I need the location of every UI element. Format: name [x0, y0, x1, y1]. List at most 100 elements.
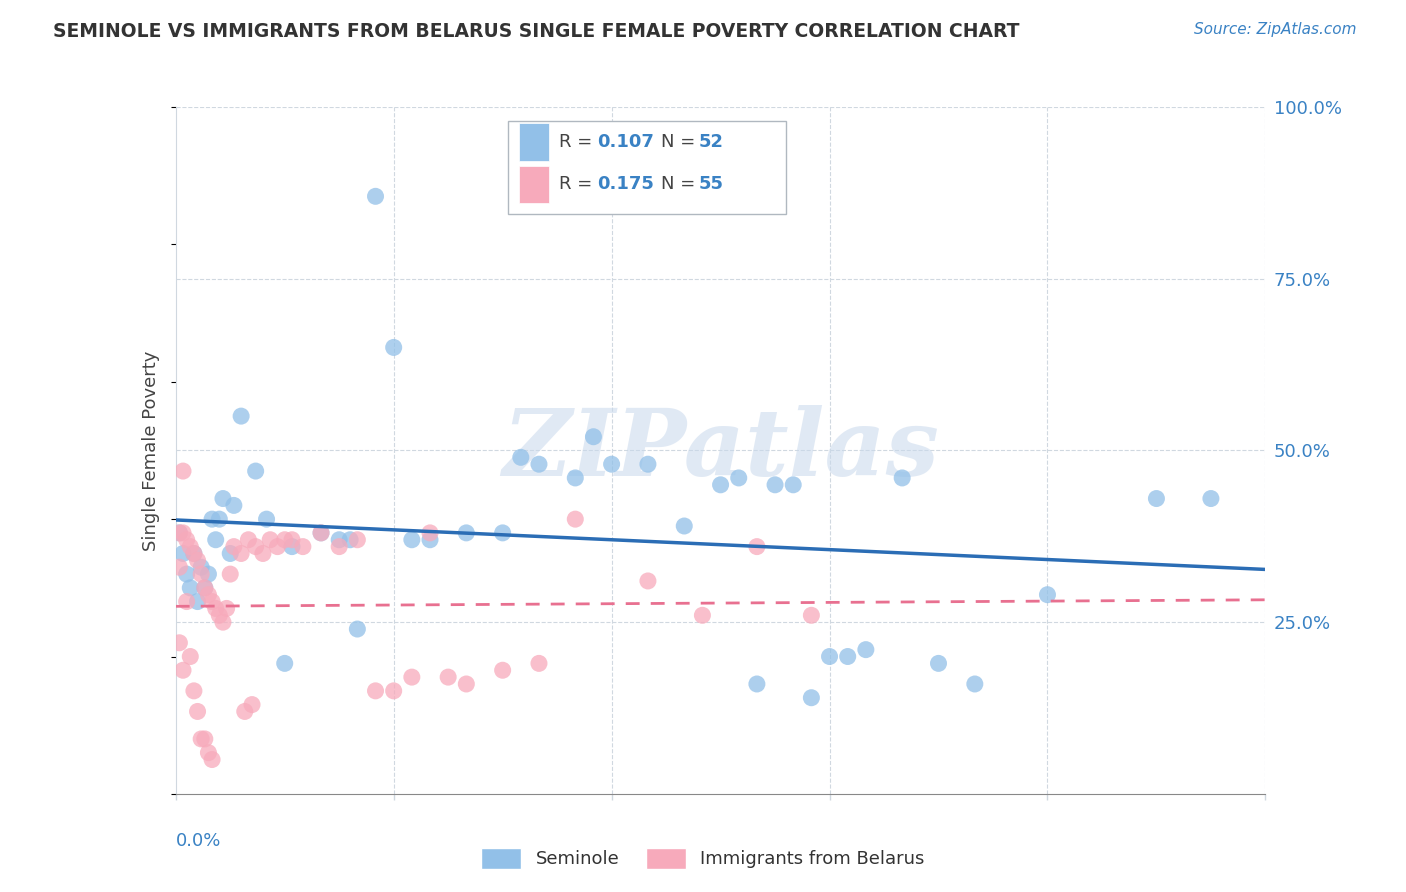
Point	[456, 525, 478, 540]
Point	[172, 464, 194, 478]
Point	[274, 533, 297, 547]
Point	[346, 622, 368, 636]
Y-axis label: Single Female Poverty: Single Female Poverty	[142, 351, 160, 550]
Text: ZIPatlas: ZIPatlas	[502, 406, 939, 495]
Point	[527, 457, 550, 471]
Point	[891, 471, 914, 485]
Point	[364, 189, 387, 203]
Point	[800, 690, 823, 705]
Point	[222, 499, 245, 513]
Text: 0.107: 0.107	[598, 133, 654, 151]
Point	[197, 588, 219, 602]
Point	[710, 478, 733, 492]
Text: 52: 52	[699, 133, 724, 151]
Point	[1036, 588, 1059, 602]
Point	[183, 683, 205, 698]
Point	[201, 594, 224, 608]
Point	[204, 601, 226, 615]
Point	[382, 340, 405, 354]
Point	[401, 533, 423, 547]
FancyBboxPatch shape	[508, 120, 786, 213]
Point	[197, 567, 219, 582]
Point	[179, 540, 201, 554]
Point	[238, 533, 260, 547]
Point	[800, 608, 823, 623]
Point	[509, 450, 531, 465]
Text: 0.175: 0.175	[598, 175, 654, 194]
Point	[183, 546, 205, 561]
Point	[281, 533, 304, 547]
Point	[564, 471, 586, 485]
Point	[274, 657, 297, 671]
Point	[194, 581, 217, 595]
Point	[266, 540, 288, 554]
Point	[928, 657, 950, 671]
Point	[963, 677, 986, 691]
Point	[600, 457, 623, 471]
Point	[231, 409, 253, 423]
Point	[233, 705, 256, 719]
Point	[201, 753, 224, 767]
Point	[183, 546, 205, 561]
Point	[169, 636, 191, 650]
Point	[745, 540, 768, 554]
Point	[197, 746, 219, 760]
Text: R =: R =	[560, 175, 599, 194]
Point	[1146, 491, 1168, 506]
Point	[745, 677, 768, 691]
Point	[256, 512, 278, 526]
Point	[582, 430, 605, 444]
Point	[176, 567, 198, 582]
Point	[169, 525, 191, 540]
Point	[727, 471, 749, 485]
Point	[186, 553, 209, 567]
Point	[309, 525, 332, 540]
Point	[564, 512, 586, 526]
Point	[328, 533, 350, 547]
Point	[215, 601, 238, 615]
Point	[339, 533, 361, 547]
Point	[419, 533, 441, 547]
Point	[212, 615, 235, 630]
Point	[328, 540, 350, 554]
Point	[252, 546, 274, 561]
Point	[190, 731, 212, 746]
Point	[194, 581, 217, 595]
Point	[782, 478, 804, 492]
Point	[692, 608, 714, 623]
Text: N =: N =	[661, 133, 700, 151]
Text: 0.0%: 0.0%	[176, 831, 221, 850]
Point	[401, 670, 423, 684]
Point	[172, 546, 194, 561]
FancyBboxPatch shape	[519, 123, 550, 161]
Point	[364, 683, 387, 698]
Point	[637, 574, 659, 588]
Point	[492, 663, 515, 677]
Point	[245, 464, 267, 478]
Point	[231, 546, 253, 561]
Point	[837, 649, 859, 664]
Point	[346, 533, 368, 547]
Point	[637, 457, 659, 471]
FancyBboxPatch shape	[519, 166, 550, 203]
Point	[176, 533, 198, 547]
Point	[219, 567, 242, 582]
Point	[190, 560, 212, 574]
Point	[179, 649, 201, 664]
Point	[259, 533, 281, 547]
Point	[818, 649, 841, 664]
Point	[855, 642, 877, 657]
Point	[1199, 491, 1222, 506]
Text: SEMINOLE VS IMMIGRANTS FROM BELARUS SINGLE FEMALE POVERTY CORRELATION CHART: SEMINOLE VS IMMIGRANTS FROM BELARUS SING…	[53, 22, 1019, 41]
Point	[527, 657, 550, 671]
Point	[382, 683, 405, 698]
Point	[179, 581, 201, 595]
Point	[201, 512, 224, 526]
Point	[208, 512, 231, 526]
Point	[169, 525, 191, 540]
Legend: Seminole, Immigrants from Belarus: Seminole, Immigrants from Belarus	[474, 840, 932, 876]
Point	[208, 608, 231, 623]
Point	[172, 525, 194, 540]
Point	[492, 525, 515, 540]
Point	[219, 546, 242, 561]
